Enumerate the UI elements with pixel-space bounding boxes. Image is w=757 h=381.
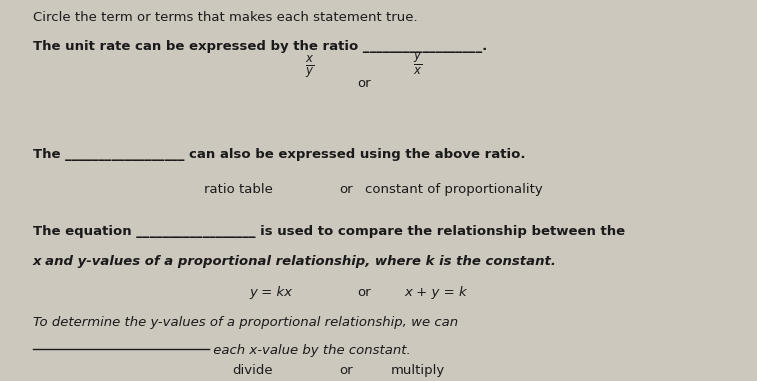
Text: constant of proportionality: constant of proportionality <box>365 183 543 196</box>
Text: x and y-values of a proportional relationship, where k is the constant.: x and y-values of a proportional relatio… <box>33 255 557 268</box>
Text: each x-value by the constant.: each x-value by the constant. <box>209 344 411 357</box>
Text: The unit rate can be expressed by the ratio __________________.: The unit rate can be expressed by the ra… <box>33 40 488 53</box>
Text: The equation __________________ is used to compare the relationship between the: The equation __________________ is used … <box>33 225 625 238</box>
Text: or: or <box>357 77 371 90</box>
Text: $\frac{x}{y}$: $\frac{x}{y}$ <box>305 54 315 80</box>
Text: $\frac{y}{x}$: $\frac{y}{x}$ <box>413 51 422 77</box>
Text: ratio table: ratio table <box>204 183 273 196</box>
Text: The __________________ can also be expressed using the above ratio.: The __________________ can also be expre… <box>33 147 525 160</box>
Text: Circle the term or terms that makes each statement true.: Circle the term or terms that makes each… <box>33 11 418 24</box>
Text: or: or <box>339 364 353 377</box>
Text: x + y = k: x + y = k <box>405 286 467 299</box>
Text: y = kx: y = kx <box>249 286 292 299</box>
Text: or: or <box>339 183 353 196</box>
Text: multiply: multiply <box>391 364 445 377</box>
Text: or: or <box>357 286 371 299</box>
Text: To determine the y-values of a proportional relationship, we can: To determine the y-values of a proportio… <box>33 316 458 329</box>
Text: divide: divide <box>232 364 273 377</box>
